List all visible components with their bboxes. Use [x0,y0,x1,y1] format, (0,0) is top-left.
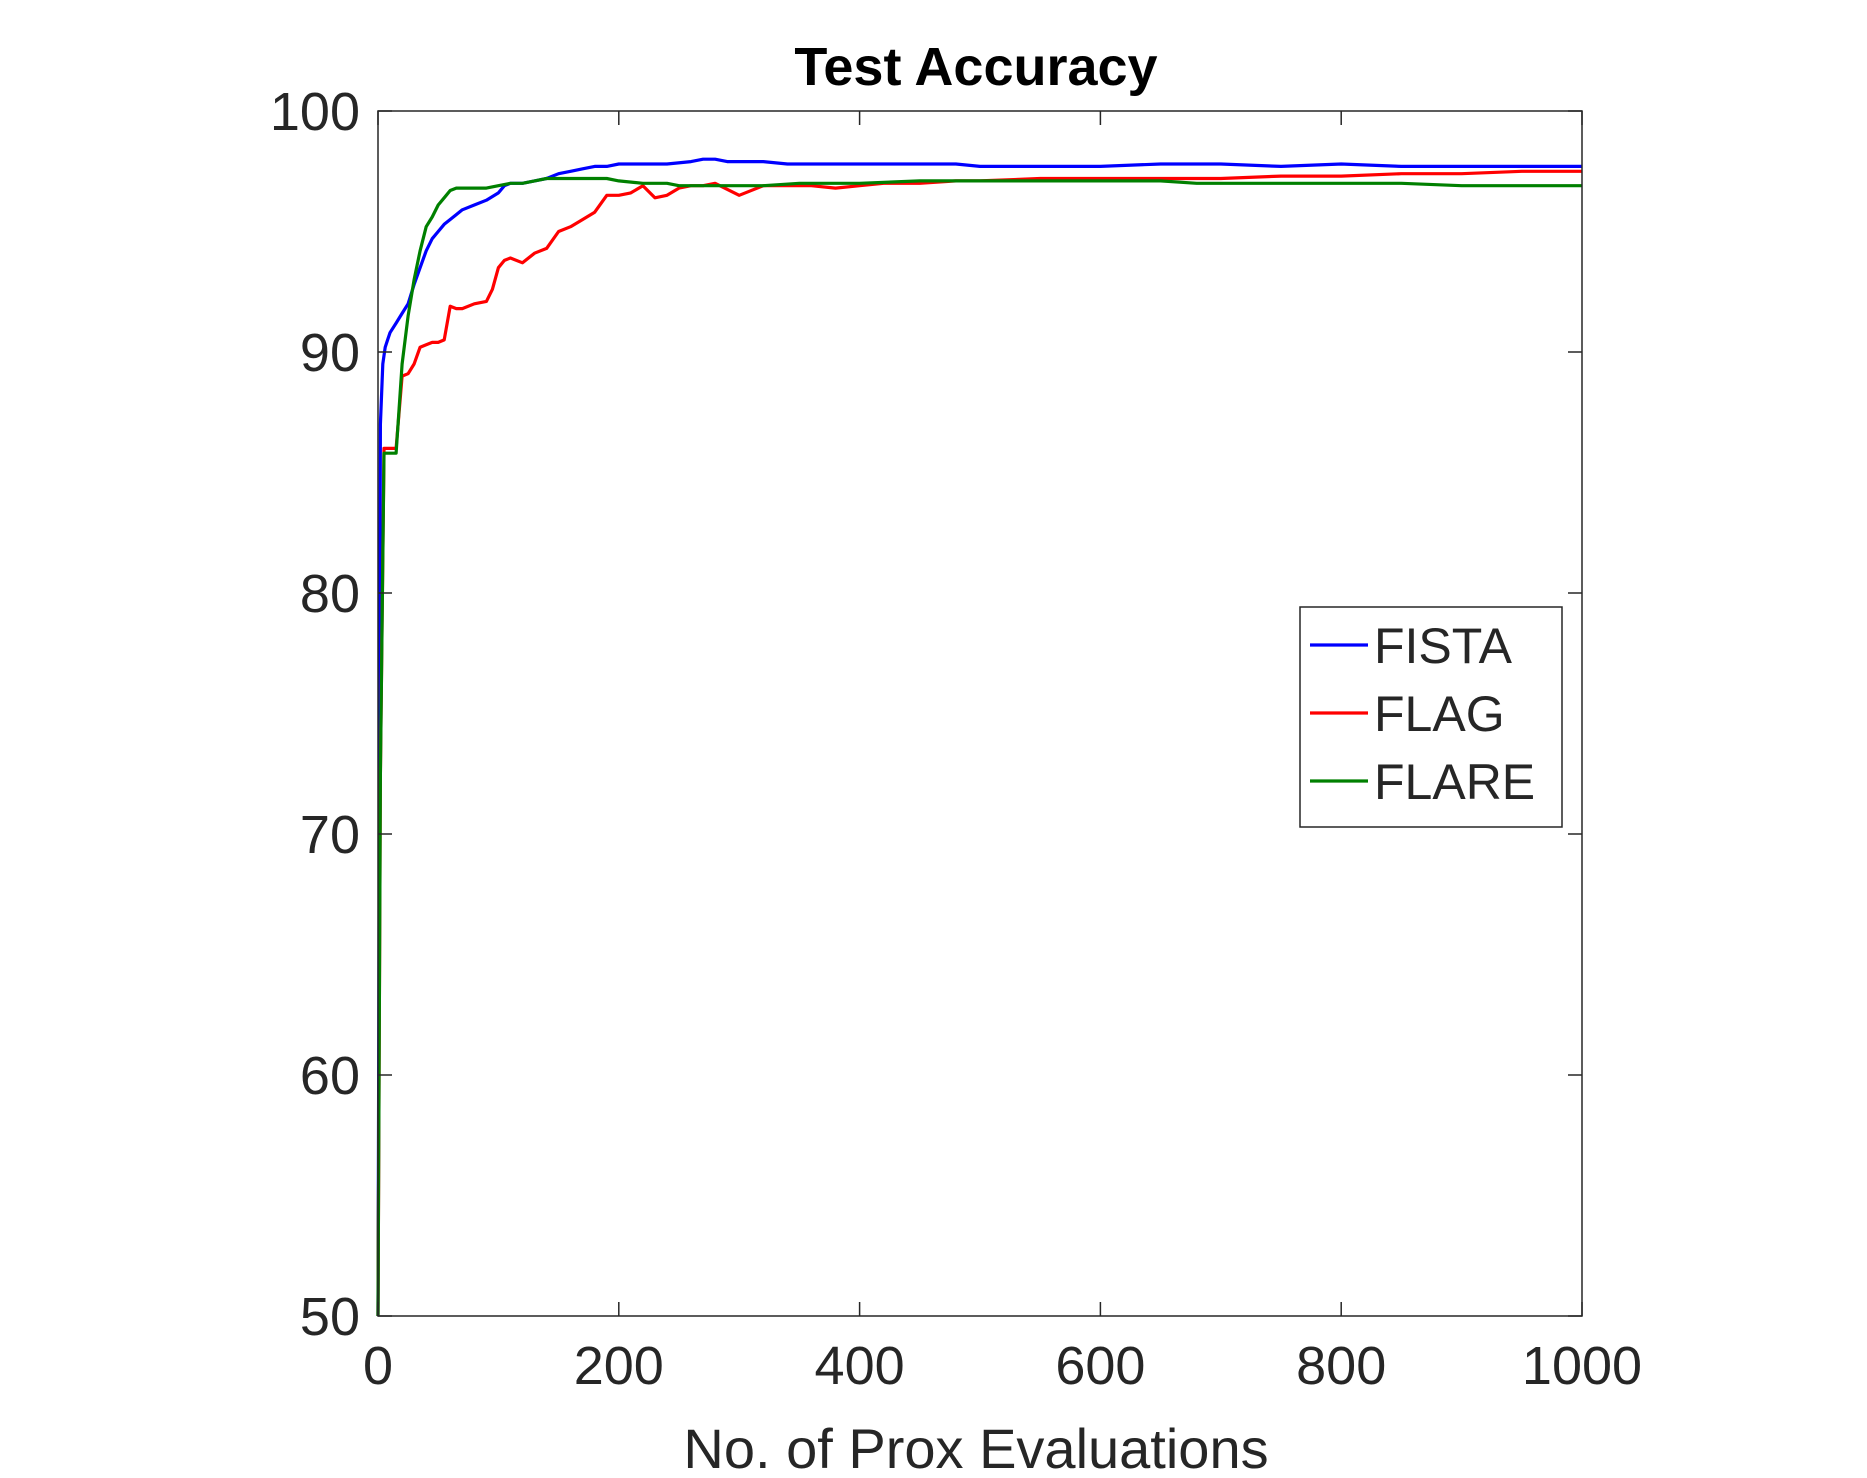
legend-box [1299,606,1563,828]
axis-ticks: 0 200 400 600 800 1000 50 60 70 80 90 100 [270,82,1642,1396]
y-tick-label: 100 [270,82,360,142]
y-tick-label: 90 [300,323,360,383]
legend-label-fista: FISTA [1374,618,1513,674]
x-tick-label: 400 [815,1336,905,1396]
chart-title: Test Accuracy [794,37,1157,97]
y-tick-label: 80 [300,564,360,624]
y-tick-label: 60 [300,1046,360,1106]
plot-frame [377,110,1583,1317]
x-tick-label: 200 [574,1336,664,1396]
x-tick-label: 600 [1055,1336,1145,1396]
series-line-fista [376,157,1582,1317]
x-tick-label: 1000 [1522,1336,1642,1396]
x-tick-label: 0 [363,1336,393,1396]
y-tick-label: 70 [300,805,360,865]
x-tick-label: 800 [1296,1336,1386,1396]
legend-label-flare: FLARE [1374,754,1535,810]
series-group [376,157,1582,1317]
x-axis-label: No. of Prox Evaluations [683,1417,1268,1473]
y-tick-label: 50 [300,1287,360,1347]
series-line-flare [376,176,1582,1317]
legend-label-flag: FLAG [1374,686,1505,742]
legend: FISTA FLAG FLARE [1299,606,1563,828]
